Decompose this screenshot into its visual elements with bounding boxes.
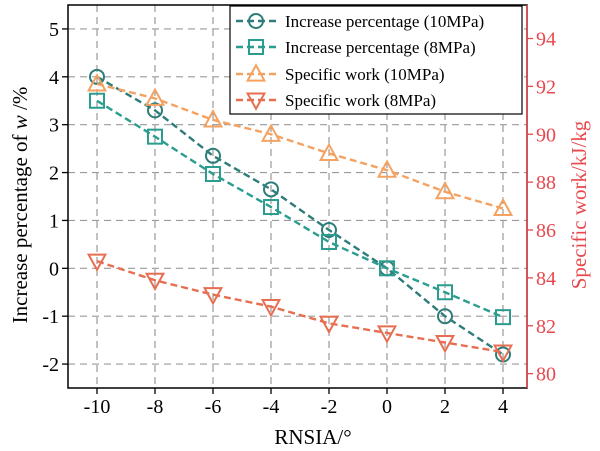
series-line	[96, 82, 504, 210]
data-point	[492, 197, 514, 217]
series-line	[96, 259, 504, 354]
data-point	[263, 199, 279, 216]
data-point	[434, 334, 456, 354]
y-tick-label: 4	[49, 67, 59, 89]
legend-item: Increase percentage (10MPa)	[236, 12, 484, 31]
data-point	[379, 260, 395, 277]
x-tick-label: -10	[84, 396, 111, 418]
x-axis-label: RNSIA/°	[274, 425, 351, 449]
legend: Increase percentage (10MPa) Increase perc…	[229, 5, 523, 115]
y2-tick-label: 94	[536, 29, 556, 51]
y-tick-label: 5	[49, 19, 59, 41]
data-point	[86, 73, 108, 92]
data-point	[321, 222, 337, 239]
data-point	[147, 102, 163, 119]
data-point	[437, 284, 453, 301]
legend-label: Specific work (8MPa)	[285, 91, 436, 110]
y2-axis-label: Specific work/kJ/kg	[567, 120, 591, 289]
legend-label: Increase percentage (8MPa)	[285, 38, 476, 57]
legend-marker	[245, 63, 267, 82]
data-point	[376, 159, 398, 178]
y-tick-label: -1	[42, 306, 59, 328]
x-tick-label: 0	[382, 396, 392, 418]
x-tick-label: 2	[440, 396, 450, 418]
legend-label: Specific work (10MPa)	[285, 65, 445, 84]
y-tick-label: 3	[49, 115, 59, 137]
x-tick-label: -6	[205, 396, 222, 418]
legend-marker	[248, 39, 264, 55]
series-line	[96, 99, 504, 319]
data-point	[89, 92, 105, 109]
legend-marker	[245, 92, 267, 111]
y-tick-label: 2	[49, 163, 59, 185]
data-point	[260, 299, 282, 318]
x-tick-label: 4	[498, 396, 508, 418]
data-point	[495, 309, 511, 326]
data-point	[205, 165, 221, 182]
data-point	[202, 287, 224, 306]
y-tick-label: 0	[49, 258, 59, 280]
y2-tick-label: 86	[536, 220, 556, 242]
data-point	[86, 253, 108, 272]
data-point	[492, 344, 514, 363]
legend-item: Specific work (10MPa)	[236, 63, 445, 84]
y-tick-label: -2	[42, 354, 59, 376]
data-point	[263, 181, 279, 198]
data-point	[144, 272, 166, 292]
legend-box	[229, 5, 523, 115]
y2-axis-ticks: 80 82 84 86 88 90 92 94	[527, 29, 556, 386]
data-point	[376, 325, 398, 344]
y-axis-ticks: -2 -1 0 1 2 3 4 5	[42, 19, 68, 376]
y-tick-label: 1	[49, 210, 59, 232]
data-point	[202, 109, 224, 128]
data-point	[437, 308, 453, 325]
series-3	[86, 73, 514, 217]
data-point	[318, 142, 340, 161]
y2-tick-label: 90	[536, 124, 556, 146]
series-line	[96, 75, 504, 356]
data-point	[434, 180, 456, 200]
y-axis-label: Increase percentage of w /%	[8, 87, 32, 324]
series-layer	[86, 68, 514, 363]
data-point	[260, 123, 282, 142]
y2-tick-label: 88	[536, 172, 556, 194]
x-tick-label: -8	[147, 396, 164, 418]
data-point	[147, 128, 163, 145]
data-point	[205, 147, 221, 164]
legend-item: Increase percentage (8MPa)	[236, 38, 476, 57]
series-4	[86, 253, 514, 363]
data-point	[318, 315, 340, 335]
legend-label: Increase percentage (10MPa)	[285, 12, 484, 31]
series-1	[89, 68, 511, 363]
series-2	[89, 92, 511, 326]
x-tick-label: -2	[321, 396, 338, 418]
y2-tick-label: 84	[536, 268, 556, 290]
data-point	[321, 233, 337, 250]
x-axis-ticks: -10 -8 -6 -4 -2 0 2 4	[84, 388, 508, 418]
x-tick-label: -4	[263, 396, 280, 418]
legend-marker	[248, 13, 264, 29]
legend-item: Specific work (8MPa)	[236, 91, 436, 111]
data-point	[144, 87, 166, 106]
y2-tick-label: 92	[536, 76, 556, 98]
data-point	[89, 68, 105, 85]
y2-tick-label: 82	[536, 316, 556, 338]
y2-tick-label: 80	[536, 364, 556, 386]
